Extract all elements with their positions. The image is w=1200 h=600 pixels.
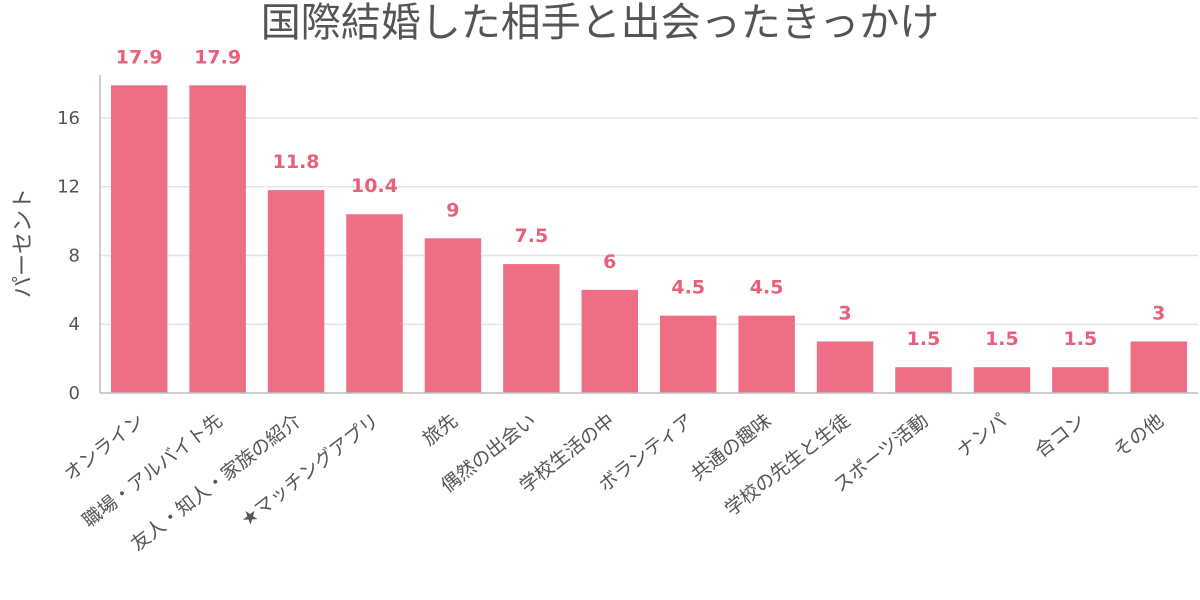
x-tick-label: 合コン [1031, 410, 1089, 462]
bar [189, 85, 246, 394]
bar [1130, 341, 1188, 393]
data-label: 6 [603, 251, 616, 273]
y-tick-label: 4 [69, 314, 80, 335]
y-tick-label: 12 [57, 177, 80, 198]
bar [581, 289, 639, 393]
bars [110, 85, 1188, 394]
x-tick-label: 職場・アルバイト先 [79, 410, 227, 532]
bar [424, 238, 482, 393]
data-label: 3 [1152, 302, 1165, 324]
bar [895, 367, 952, 393]
data-label: 4.5 [671, 277, 705, 299]
x-tick-label: その他 [1109, 410, 1167, 462]
data-label: 10.4 [351, 175, 398, 197]
data-labels: 17.9 17.9 11.8 10.4 9 7.5 6 4.5 4.5 3 1.5 1.5 1.5 3 [116, 46, 1166, 350]
data-label: 9 [446, 199, 459, 221]
x-tick-label: ナンパ [953, 410, 1011, 462]
bar [659, 315, 717, 393]
bar [346, 214, 403, 393]
gridlines [100, 117, 1198, 325]
y-axis-ticks: 0 4 8 12 16 [57, 108, 80, 404]
data-label: 17.9 [116, 46, 163, 68]
data-label: 17.9 [194, 46, 241, 68]
data-label: 1.5 [1064, 328, 1098, 350]
x-tick-label: ★マッチングアプリ [237, 410, 384, 531]
bar [973, 367, 1031, 393]
bar [816, 341, 874, 393]
y-tick-label: 0 [69, 383, 80, 404]
data-label: 1.5 [985, 328, 1019, 350]
data-label: 7.5 [515, 225, 549, 247]
bar [110, 85, 168, 394]
data-label: 4.5 [750, 277, 784, 299]
bar [503, 264, 560, 393]
data-label: 11.8 [273, 151, 320, 173]
y-axis-label: パーセント [11, 188, 36, 298]
y-tick-label: 8 [69, 245, 80, 266]
bar [738, 315, 795, 393]
bar [267, 190, 325, 393]
y-tick-label: 16 [57, 108, 80, 129]
x-tick-label: 旅先 [419, 410, 463, 451]
chart-title: 国際結婚した相手と出会ったきっかけ [261, 0, 939, 46]
data-label: 1.5 [907, 328, 941, 350]
data-label: 3 [838, 302, 851, 324]
bar [1052, 367, 1109, 393]
